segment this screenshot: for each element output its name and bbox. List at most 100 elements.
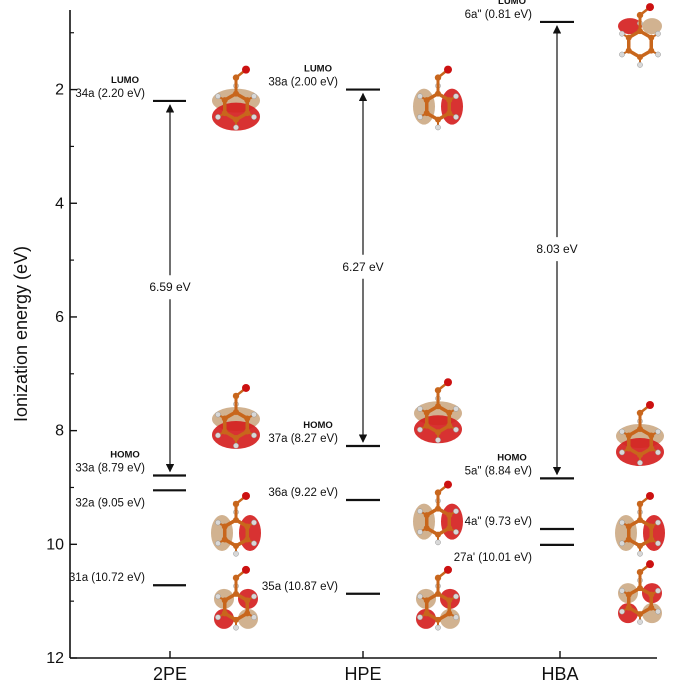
carbon-ring (626, 29, 654, 60)
hydrogen-atom (215, 93, 221, 100)
hydrogen-atom (417, 614, 423, 621)
orbital-lobe (642, 18, 662, 35)
carbon-atom (233, 434, 239, 441)
oxygen-atom (242, 65, 250, 74)
carbon-atom (423, 97, 430, 104)
hydrogen-atom (417, 406, 423, 412)
hydrogen-atom (435, 124, 441, 131)
molecule-2pe-3 (211, 491, 261, 557)
molecule-hpe-2 (414, 378, 462, 444)
carbon-atom (446, 409, 453, 416)
hydrogen-atom (453, 508, 459, 515)
hydrogen-atom (655, 540, 661, 547)
orbital-lobe (615, 514, 637, 551)
y-tick-label: 6 (55, 309, 64, 326)
orbital-lobe (441, 88, 463, 125)
gap-label: 8.03 eV (536, 242, 577, 256)
carbon-atom (446, 97, 453, 104)
carbon-atom (423, 512, 430, 519)
carbon-atom (648, 536, 655, 543)
hydrogen-atom (233, 624, 239, 631)
y-axis-label: Ionization energy (eV) (11, 246, 31, 422)
oxygen-atom (444, 480, 452, 489)
hydrogen-atom (233, 442, 239, 449)
oxygen-atom (242, 565, 250, 574)
molecule-2pe-2 (212, 383, 260, 449)
carbon-atom (648, 591, 655, 598)
carbon-atom (233, 616, 239, 623)
hydrogen-atom (215, 593, 221, 600)
hydrogen-atom (251, 593, 257, 600)
molecule-hba-2 (616, 401, 664, 466)
energy-level-label: 36a (9.22 eV) (268, 487, 338, 499)
molecule-hba-3 (615, 491, 665, 557)
hydrogen-atom (655, 608, 661, 615)
hydrogen-atom (215, 114, 221, 120)
hydrogen-atom (637, 550, 643, 557)
energy-level-label: 37a (8.27 eV) (268, 433, 338, 445)
energy-level-label: 35a (10.87 eV) (262, 581, 338, 593)
hydrogen-atom (215, 614, 221, 621)
energy-levels: 34a (2.20 eV) LUMO 33a (8.79 eV) HOMO 32a (9… (69, 0, 574, 595)
carbon-atom (221, 597, 228, 604)
carbon-atom (625, 432, 632, 439)
carbon-atom (648, 604, 655, 611)
hydrogen-atom (619, 587, 625, 594)
carbon-atom (648, 432, 655, 439)
oxygen-atom (646, 491, 654, 500)
hydrogen-atom (417, 529, 423, 535)
energy-level-label: 4a" (9.73 eV) (465, 516, 533, 528)
oxygen-atom (444, 65, 452, 74)
hydrogen-atom (215, 540, 221, 547)
carbon-atom (244, 610, 251, 617)
carbon-atom (423, 525, 430, 532)
molecule-hba-4 (618, 560, 662, 625)
orbital-lobe (211, 514, 233, 551)
energy-level-label: 5a" (8.84 eV) (465, 465, 533, 477)
hydrogen-atom (251, 93, 257, 100)
oxygen-atom (646, 560, 654, 569)
hydrogen-atom (453, 614, 459, 621)
gap-label: 6.59 eV (149, 280, 190, 294)
lumo-tag: LUMO (111, 75, 139, 86)
y-tick-label: 2 (55, 82, 64, 99)
hydrogen-atom (619, 428, 625, 435)
carbon-atom (221, 415, 228, 422)
hydrogen-atom (619, 608, 625, 615)
hydrogen-atom (417, 114, 423, 120)
hydrogen-atom (619, 51, 625, 58)
carbon-atom (446, 422, 453, 429)
energy-level-label: 31a (10.72 eV) (69, 572, 145, 584)
molecule-hba-1 (618, 3, 662, 68)
carbon-atom (423, 597, 430, 604)
carbon-atom (446, 512, 453, 519)
carbon-atom (423, 110, 430, 117)
carbon-atom (244, 523, 251, 530)
carbon-atom (625, 536, 632, 543)
x-tick-label: HPE (344, 664, 381, 684)
energy-level-label: 6a" (0.81 eV) (465, 9, 533, 21)
carbon-atom (446, 597, 453, 604)
oxygen-atom (444, 378, 452, 387)
oxygen-atom (646, 401, 654, 409)
carbon-atom (423, 409, 430, 416)
hydrogen-atom (453, 93, 459, 100)
energy-level-label: 38a (2.00 eV) (268, 77, 338, 89)
energy-level-label: 32a (9.05 eV) (75, 497, 145, 509)
carbon-atom (244, 110, 251, 117)
hydrogen-atom (435, 624, 441, 631)
oxygen-atom (242, 383, 250, 392)
hydrogen-atom (417, 93, 423, 100)
carbon-atom (221, 97, 228, 104)
molecule-2pe-4 (214, 565, 258, 631)
carbon-atom (648, 47, 655, 54)
gap-label: 6.27 eV (342, 260, 383, 274)
gap-arrows: 6.59 eV 6.27 eV 8.03 eV (149, 25, 578, 476)
hydrogen-atom (655, 587, 661, 594)
carbon-atom (435, 116, 441, 123)
carbon-atom (648, 445, 655, 452)
hydrogen-atom (435, 539, 441, 546)
carbon-atom (625, 604, 632, 611)
